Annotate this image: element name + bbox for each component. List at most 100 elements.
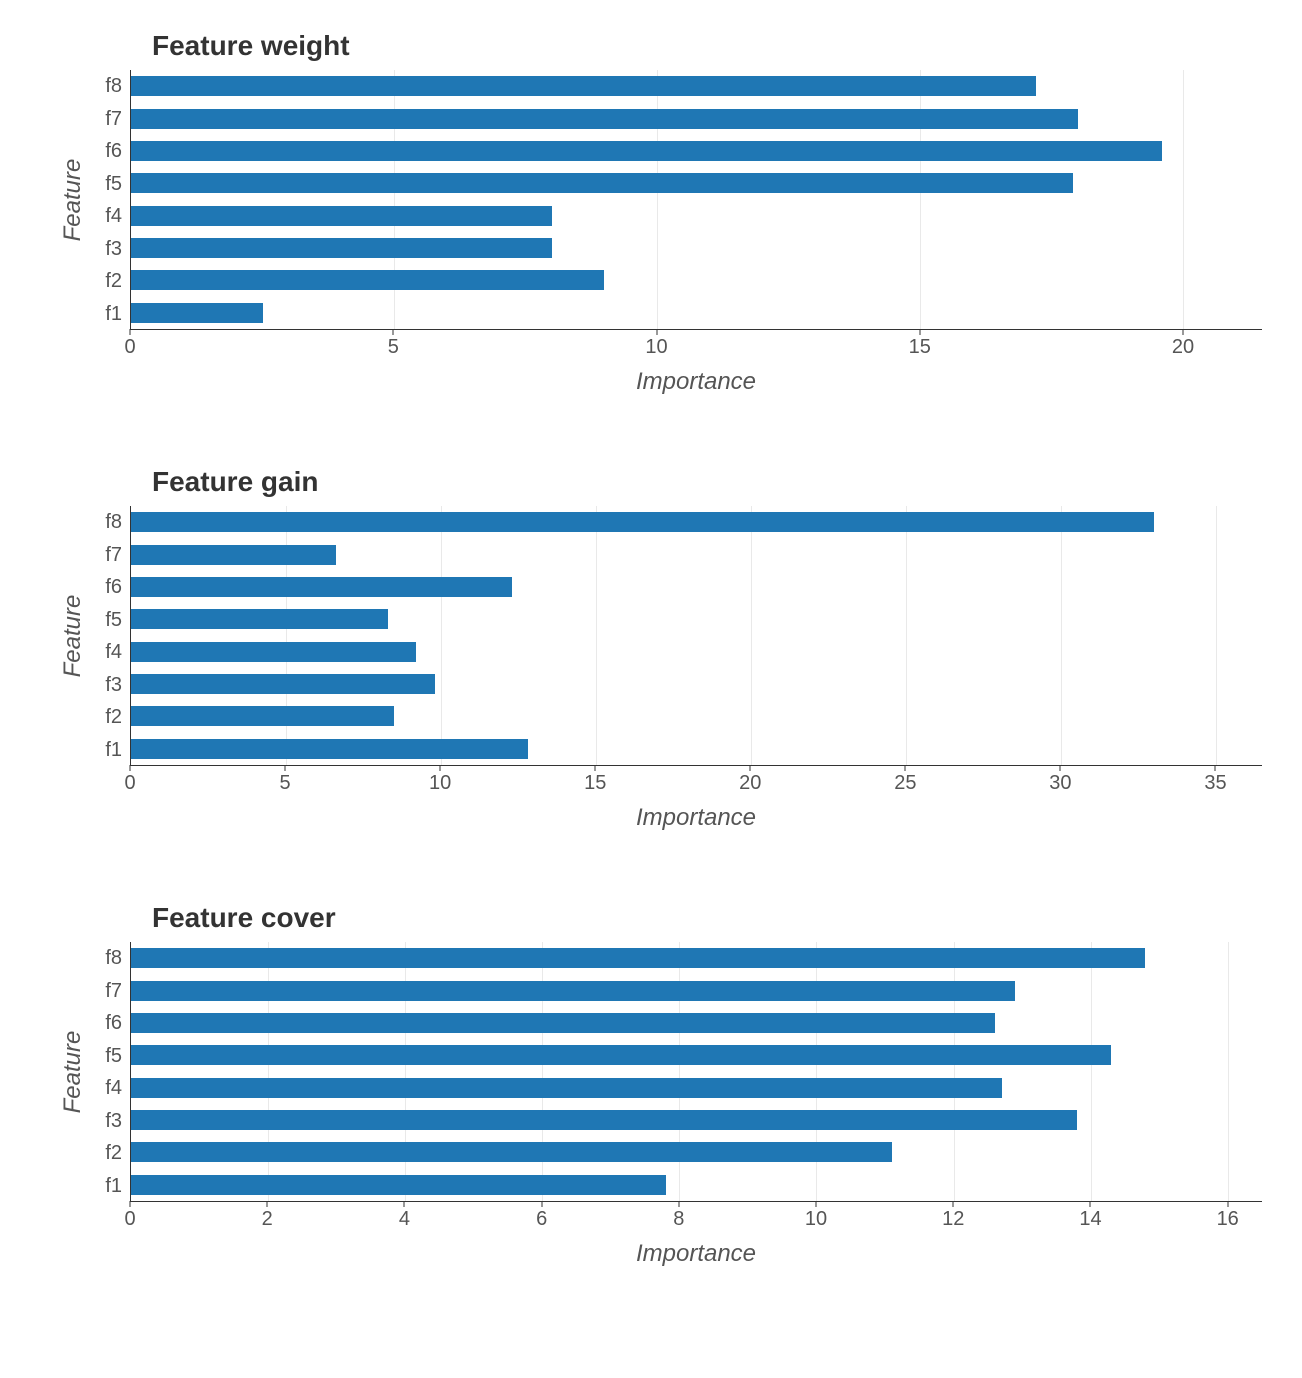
x-tick-label: 20 (1172, 336, 1194, 359)
bar-row (131, 674, 1262, 694)
bars-container (131, 506, 1262, 765)
x-tick-mark (404, 1201, 405, 1207)
bar (131, 1013, 995, 1033)
bar-row (131, 1110, 1262, 1130)
bar (131, 1142, 892, 1162)
y-tick-label: f2 (105, 1143, 122, 1163)
y-tick-label: f3 (105, 239, 122, 259)
x-tick-mark (919, 329, 920, 335)
x-tick-mark (267, 1201, 268, 1207)
x-tick-label: 10 (805, 1208, 827, 1231)
y-tick-label: f3 (105, 1111, 122, 1131)
y-tick-label: f4 (105, 206, 122, 226)
x-tick-mark (1215, 765, 1216, 771)
x-tick-label: 35 (1204, 772, 1226, 795)
x-tick-mark (285, 765, 286, 771)
bar-row (131, 1078, 1262, 1098)
bar (131, 545, 336, 565)
y-axis-label: Feature (59, 159, 87, 242)
plot-area (130, 506, 1262, 766)
x-tick-label: 0 (124, 1208, 135, 1231)
x-tick-mark (750, 765, 751, 771)
chart-area: Featuref8f7f6f5f4f3f2f1 (40, 942, 1262, 1202)
x-tick-mark (130, 1201, 131, 1207)
ylabel-container: Feature (40, 506, 80, 766)
y-tick-label: f7 (105, 545, 122, 565)
bar-row (131, 173, 1262, 193)
y-tick-label: f5 (105, 174, 122, 194)
y-tick-label: f2 (105, 707, 122, 727)
x-tick-label: 5 (280, 772, 291, 795)
bar-row (131, 577, 1262, 597)
x-tick-label: 6 (536, 1208, 547, 1231)
bar-row (131, 76, 1262, 96)
y-tick-label: f8 (105, 76, 122, 96)
bar-row (131, 706, 1262, 726)
bar (131, 512, 1154, 532)
x-tick-label: 30 (1049, 772, 1071, 795)
chart-area: Featuref8f7f6f5f4f3f2f1 (40, 506, 1262, 766)
bar-row (131, 270, 1262, 290)
y-tick-label: f7 (105, 109, 122, 129)
bar (131, 1078, 1002, 1098)
bar-row (131, 1142, 1262, 1162)
bar (131, 270, 604, 290)
x-tick-label: 10 (645, 336, 667, 359)
bar (131, 674, 435, 694)
x-tick-label: 12 (942, 1208, 964, 1231)
y-tick-label: f5 (105, 610, 122, 630)
x-tick-mark (541, 1201, 542, 1207)
chart-title: Feature weight (152, 30, 1262, 62)
ylabel-container: Feature (40, 942, 80, 1202)
y-tick-label: f6 (105, 1013, 122, 1033)
x-axis: 05101520253035 (130, 766, 1262, 800)
x-tick-mark (1090, 1201, 1091, 1207)
x-tick-label: 16 (1217, 1208, 1239, 1231)
x-tick-mark (1227, 1201, 1228, 1207)
x-tick-label: 2 (262, 1208, 273, 1231)
x-tick-mark (595, 765, 596, 771)
chart-title: Feature gain (152, 466, 1262, 498)
plot-area (130, 70, 1262, 330)
bar (131, 642, 416, 662)
bar-row (131, 545, 1262, 565)
x-tick-label: 0 (124, 336, 135, 359)
x-tick-mark (953, 1201, 954, 1207)
bar-row (131, 303, 1262, 323)
bar (131, 109, 1078, 129)
bar-row (131, 981, 1262, 1001)
bar-row (131, 948, 1262, 968)
y-tick-label: f8 (105, 948, 122, 968)
x-tick-mark (130, 765, 131, 771)
bar (131, 739, 528, 759)
x-axis-label: Importance (130, 804, 1262, 832)
page: Feature weightFeaturef8f7f6f5f4f3f2f1051… (0, 0, 1302, 1378)
bar-row (131, 512, 1262, 532)
bar (131, 948, 1145, 968)
y-ticks: f8f7f6f5f4f3f2f1 (80, 506, 130, 766)
bar (131, 1110, 1077, 1130)
y-tick-label: f5 (105, 1046, 122, 1066)
y-tick-label: f8 (105, 512, 122, 532)
plot-area (130, 942, 1262, 1202)
y-ticks: f8f7f6f5f4f3f2f1 (80, 942, 130, 1202)
bar (131, 206, 552, 226)
bar-row (131, 109, 1262, 129)
y-tick-label: f1 (105, 740, 122, 760)
chart-area: Featuref8f7f6f5f4f3f2f1 (40, 70, 1262, 330)
bar (131, 76, 1036, 96)
bar-row (131, 206, 1262, 226)
bar (131, 303, 263, 323)
bar-row (131, 642, 1262, 662)
bar-row (131, 609, 1262, 629)
x-tick-label: 15 (584, 772, 606, 795)
x-tick-mark (816, 1201, 817, 1207)
x-axis: 05101520 (130, 330, 1262, 364)
x-tick-label: 8 (673, 1208, 684, 1231)
x-tick-label: 25 (894, 772, 916, 795)
x-tick-label: 10 (429, 772, 451, 795)
bar (131, 238, 552, 258)
y-tick-label: f3 (105, 675, 122, 695)
y-axis-label: Feature (59, 595, 87, 678)
x-tick-label: 4 (399, 1208, 410, 1231)
